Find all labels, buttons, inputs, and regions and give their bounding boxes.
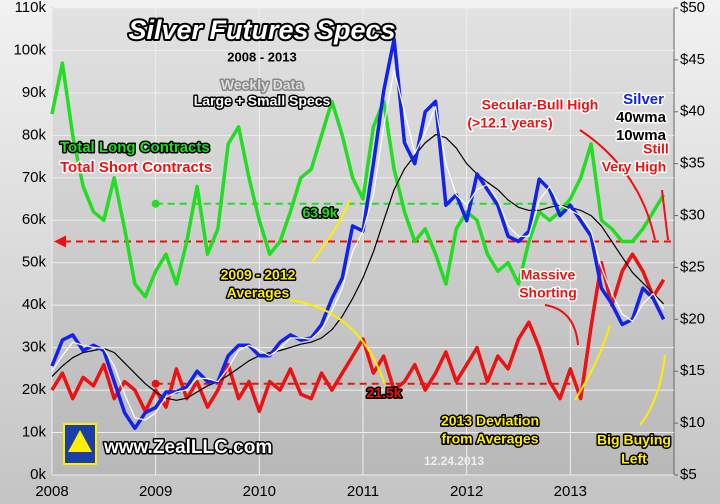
reference-dot [151,199,160,208]
annotation: www.ZealLLC.com [103,437,272,458]
y2-tick-label: $15 [680,362,705,379]
annotation: Averages [227,285,290,301]
legend-entry: Total Short Contracts [60,159,212,176]
arrow [661,189,669,241]
arrow [544,304,579,346]
series-line [50,61,666,299]
annotation: 2009 - 2012 [221,267,296,283]
series-line [50,37,666,431]
x-tick-label: 2010 [243,483,276,500]
arrow [311,199,351,263]
y2-tick-label: $40 [680,103,705,120]
chart-subtitle: 2008 - 2013 [227,49,296,64]
annotation: Massive [521,267,576,283]
logo-mark [68,430,92,452]
reference-label: 63.9k [302,204,337,220]
y2-tick-label: $45 [680,51,705,68]
annotation: Large + Small Specs [194,93,331,109]
annotation: 12.24.2013 [424,454,484,468]
reference-arrow [54,235,66,248]
y2-tick-label: $35 [680,155,705,172]
y2-tick-label: $30 [680,207,705,224]
arrow [289,299,386,386]
arrow [639,354,666,426]
x-tick-label: 2012 [450,483,483,500]
annotation: Still [643,141,669,157]
annotation: Left [621,451,647,467]
y2-tick-label: $25 [680,258,705,275]
y-tick-label: 70k [22,169,47,186]
legend-entry: 40wma [616,109,667,126]
y-tick-label: 0k [30,466,46,483]
legend-entry: 10wma [616,127,667,144]
annotation: 2013 Deviation [441,413,539,429]
x-tick-label: 2008 [35,483,68,500]
series-line [50,252,666,414]
x-tick-label: 2013 [554,483,587,500]
legend-entry: Total Long Contracts [60,139,210,156]
series-line [51,69,665,421]
y-tick-label: 60k [22,211,47,228]
x-tick-label: 2009 [139,483,172,500]
arrow [579,129,656,241]
y-tick-label: 80k [22,126,47,143]
y2-tick-label: $50 [680,0,705,16]
y-tick-label: 110k [15,0,47,16]
annotation: from Averages [441,431,538,447]
y2-tick-label: $5 [680,466,697,483]
reference-dot [151,379,160,388]
chart-title: Silver Futures Specs [128,15,395,45]
y-tick-label: 50k [22,254,47,271]
y-tick-label: 20k [22,381,47,398]
y-tick-label: 100k [13,41,46,58]
arrow [574,324,611,401]
annotation: (>12.1 years) [467,115,552,131]
x-tick-label: 2011 [347,483,379,500]
y2-tick-label: $10 [680,414,705,431]
annotation: Very High [602,159,667,175]
y-tick-label: 90k [22,84,47,101]
y-tick-label: 40k [22,296,47,313]
y-tick-label: 30k [22,339,47,356]
y2-tick-label: $20 [680,310,705,327]
annotation: Secular-Bull High [482,97,599,113]
annotation: Shorting [519,285,577,301]
y-tick-label: 10k [22,424,47,441]
annotation: Big Buying [597,432,671,448]
annotation: Weekly Data [221,77,303,93]
reference-label: 21.5k [366,384,401,400]
legend-entry: Silver [623,91,664,108]
